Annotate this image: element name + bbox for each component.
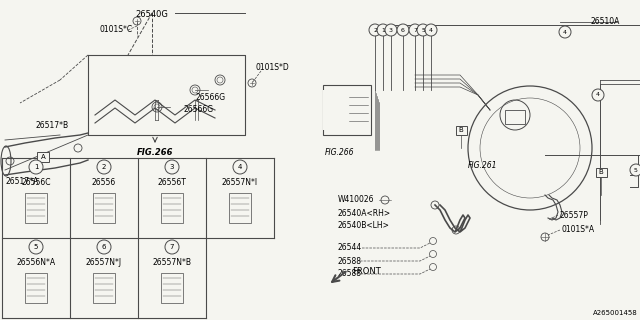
Text: 26556C: 26556C	[21, 178, 51, 187]
Text: 26517*A: 26517*A	[5, 178, 38, 187]
Text: 5: 5	[634, 167, 638, 172]
Circle shape	[559, 26, 571, 38]
Text: 26557N*I: 26557N*I	[222, 178, 258, 187]
Text: 26557N*J: 26557N*J	[86, 258, 122, 267]
Text: 26566G: 26566G	[183, 106, 213, 115]
Bar	[456, 125, 467, 134]
Bar	[93, 193, 115, 223]
Text: FIG.266: FIG.266	[137, 148, 173, 157]
Circle shape	[233, 160, 247, 174]
Text: 6: 6	[401, 28, 405, 33]
Bar	[323, 85, 371, 135]
Circle shape	[29, 240, 43, 254]
Bar	[161, 273, 183, 303]
Bar	[595, 167, 607, 177]
Text: W410026: W410026	[338, 196, 374, 204]
Text: FIG.261: FIG.261	[468, 161, 497, 170]
Circle shape	[425, 24, 437, 36]
Text: FIG.266: FIG.266	[325, 148, 355, 157]
Text: 26556N*A: 26556N*A	[17, 258, 56, 267]
Text: 26588: 26588	[338, 269, 362, 278]
Text: 3: 3	[389, 28, 393, 33]
Text: 26557N*B: 26557N*B	[152, 258, 191, 267]
Ellipse shape	[326, 96, 344, 124]
Text: 26540A<RH>: 26540A<RH>	[338, 209, 391, 218]
Text: 26544: 26544	[338, 244, 362, 252]
Text: 3: 3	[170, 164, 174, 170]
Bar	[323, 90, 348, 130]
Circle shape	[165, 160, 179, 174]
Circle shape	[397, 24, 409, 36]
Text: 0101S*C: 0101S*C	[100, 26, 133, 35]
Circle shape	[369, 24, 381, 36]
Text: B: B	[598, 169, 604, 175]
Text: 7: 7	[170, 244, 174, 250]
Circle shape	[165, 240, 179, 254]
Text: 26556T: 26556T	[157, 178, 186, 187]
Text: 26510A: 26510A	[591, 18, 620, 27]
Bar	[505, 110, 525, 124]
Bar	[93, 273, 115, 303]
Text: B: B	[459, 127, 463, 133]
Text: 26540B<LH>: 26540B<LH>	[338, 220, 390, 229]
Bar	[25, 193, 47, 223]
Circle shape	[385, 24, 397, 36]
Bar	[161, 193, 183, 223]
Text: 6: 6	[102, 244, 106, 250]
Text: 0101S*D: 0101S*D	[255, 63, 289, 73]
Text: 4: 4	[429, 28, 433, 33]
Text: 1: 1	[34, 164, 38, 170]
Text: 26517*B: 26517*B	[35, 121, 68, 130]
Text: 5: 5	[34, 244, 38, 250]
Text: A265001458: A265001458	[593, 310, 638, 316]
Circle shape	[377, 24, 389, 36]
Text: 26557P: 26557P	[560, 211, 589, 220]
Circle shape	[417, 24, 429, 36]
Text: FRONT: FRONT	[352, 268, 381, 276]
Bar	[37, 152, 49, 162]
Text: 4: 4	[563, 29, 567, 35]
Bar	[229, 193, 251, 223]
Circle shape	[592, 89, 604, 101]
Text: 2: 2	[373, 28, 377, 33]
Text: 5: 5	[421, 28, 425, 33]
Text: 26566G: 26566G	[196, 93, 226, 102]
Ellipse shape	[1, 146, 11, 176]
Text: 1: 1	[381, 28, 385, 33]
Text: 26556: 26556	[92, 178, 116, 187]
Text: 7: 7	[413, 28, 417, 33]
Text: 26540G: 26540G	[136, 10, 168, 19]
Circle shape	[29, 160, 43, 174]
Text: 26588: 26588	[338, 257, 362, 266]
Bar	[25, 273, 47, 303]
Circle shape	[97, 160, 111, 174]
Text: 4: 4	[596, 92, 600, 98]
Text: 0101S*A: 0101S*A	[562, 226, 595, 235]
Circle shape	[97, 240, 111, 254]
Circle shape	[409, 24, 421, 36]
Circle shape	[630, 164, 640, 176]
Text: A: A	[40, 154, 45, 160]
Text: 2: 2	[102, 164, 106, 170]
Text: 4: 4	[238, 164, 242, 170]
